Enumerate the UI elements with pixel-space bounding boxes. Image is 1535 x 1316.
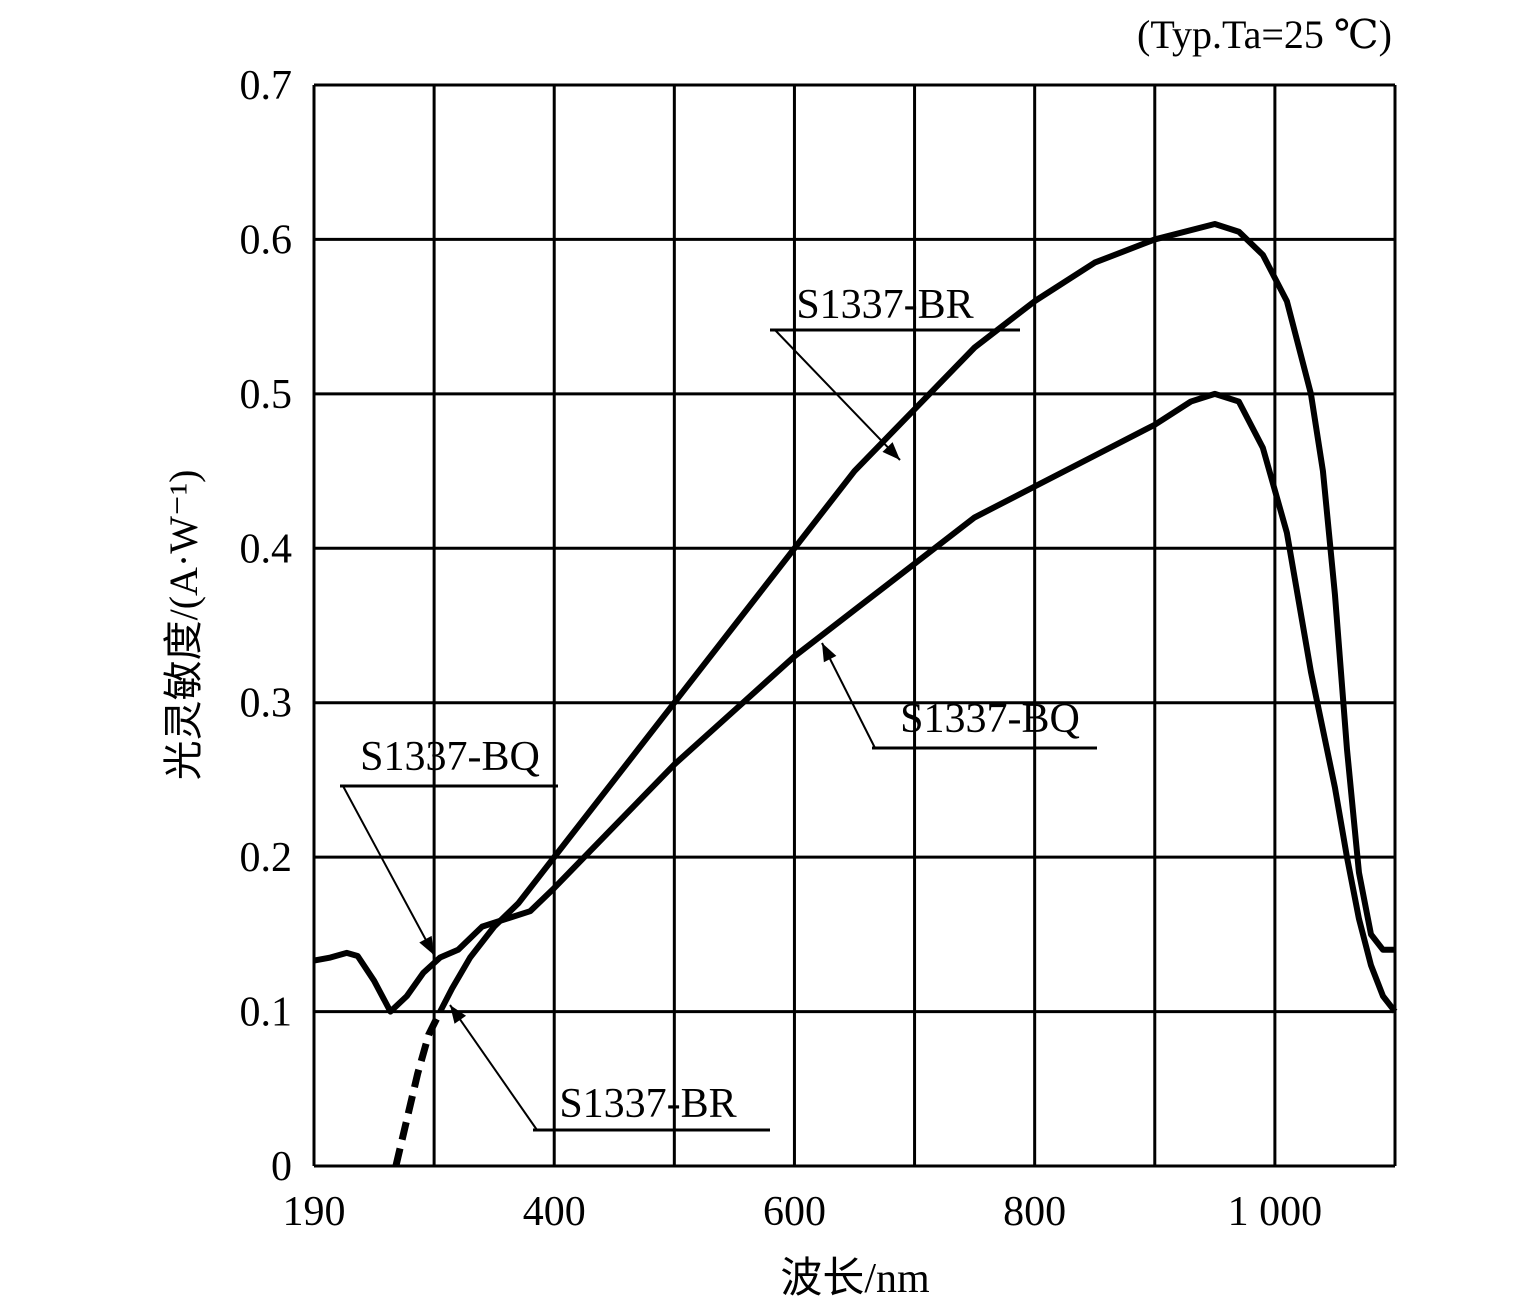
annotation-arrowhead xyxy=(822,643,837,663)
x-tick-label: 400 xyxy=(523,1189,586,1235)
y-tick-label: 0.7 xyxy=(240,63,293,109)
y-tick-label: 0.5 xyxy=(240,372,293,418)
y-tick-label: 0.2 xyxy=(240,835,293,881)
series-layer xyxy=(313,220,1398,1167)
series-line-s1337-br-dashed xyxy=(392,1010,444,1167)
annotation-leader-line xyxy=(449,1004,538,1131)
annotation-label: S1337-BR xyxy=(796,282,973,328)
grid-layer xyxy=(312,83,1397,1168)
annotation-label: S1337-BQ xyxy=(900,696,1080,742)
annotation-layer: S1337-BR S1337-BQ S1337-BQ S1337-BR xyxy=(340,282,1097,1132)
annotation-leader-line xyxy=(774,329,901,461)
x-tick-label: 1 000 xyxy=(1228,1189,1323,1235)
series-line-s1337-bq xyxy=(313,390,1398,1015)
series-line-s1337-br xyxy=(437,220,1395,1013)
annotation-label: S1337-BQ xyxy=(360,734,540,780)
x-tick-label: 600 xyxy=(763,1189,826,1235)
y-axis-label: 光灵敏度/(A·W⁻¹) xyxy=(161,470,206,781)
y-tick-label: 0.6 xyxy=(240,217,293,263)
x-axis-label: 波长/nm xyxy=(780,1256,930,1302)
x-tick-label: 190 xyxy=(283,1189,346,1235)
condition-note: (Typ.Ta=25 ℃) xyxy=(1137,12,1392,57)
annotation-arrowhead xyxy=(882,442,900,460)
annotation-leader-line xyxy=(342,785,435,956)
annotation-leader-line xyxy=(821,642,876,749)
y-tick-label: 0.3 xyxy=(240,681,293,727)
y-tick-label: 0.1 xyxy=(240,990,293,1036)
y-tick-label: 0 xyxy=(271,1144,292,1190)
annotation-arrowhead xyxy=(450,1005,467,1024)
y-tick-label: 0.4 xyxy=(240,526,293,572)
axis-layer: 190 400 600 800 1 000 0 0.1 0.2 0.3 0.4 0.5 0.6 0.7 xyxy=(240,63,1323,1235)
annotation-arrowhead xyxy=(419,935,434,955)
x-tick-label: 800 xyxy=(1003,1189,1066,1235)
annotation-label: S1337-BR xyxy=(559,1081,736,1127)
